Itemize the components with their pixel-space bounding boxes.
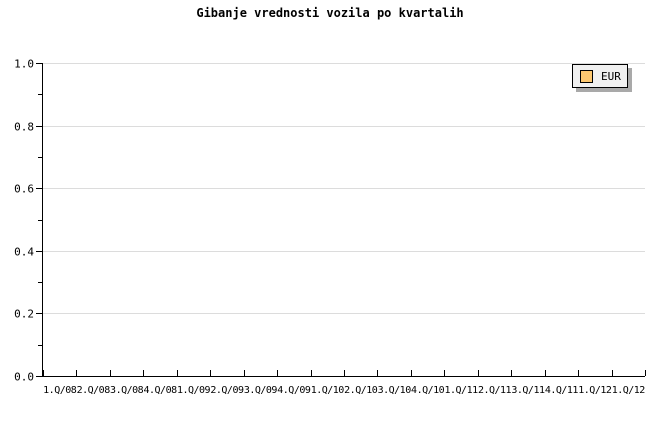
x-category-label: 1.Q/10 [310,385,345,396]
x-category-label: 3.Q/09 [243,385,278,396]
x-category-label: 1.Q/12 [611,385,646,396]
y-minor-tick [38,345,42,346]
y-major-tick [36,63,42,64]
x-tick [143,370,144,376]
x-tick [177,370,178,376]
x-tick [210,370,211,376]
gridline [43,251,645,252]
x-tick [444,370,445,376]
x-tick [277,370,278,376]
y-major-tick [36,313,42,314]
legend-swatch-icon [580,69,593,83]
gridline [43,63,645,64]
x-category-label: 4.Q/10 [411,385,445,396]
y-minor-tick [38,282,42,283]
y-axis: 1.0 0.8 0.6 0.4 0.2 0.0 [0,58,42,382]
y-tick-label: 0.2 [14,307,34,320]
x-category-label: 1.Q/12 [578,385,612,396]
x-category-label: 2.Q/09 [210,385,244,396]
x-tick [311,370,312,376]
x-tick [76,370,77,376]
y-tick-label: 0.0 [14,370,34,383]
y-minor-tick [38,220,42,221]
y-major-tick [36,251,42,252]
y-major-tick [36,376,42,377]
x-tick [511,370,512,376]
x-category-label: 4.Q/08 [143,385,177,396]
x-tick [612,370,613,376]
y-major-tick [36,126,42,127]
x-tick [645,370,646,376]
x-tick [43,370,44,376]
plot-area [42,63,646,377]
x-category-label: 3.Q/10 [377,385,412,396]
x-category-label: 3.Q/11 [511,385,545,396]
x-category-label: 4.Q/11 [544,385,579,396]
y-major-tick [36,188,42,189]
chart-title: Gibanje vrednosti vozila po kvartalih [196,6,464,20]
legend-item-eur[interactable]: EUR [572,64,628,88]
legend-label: EUR [601,69,621,83]
x-tick [478,370,479,376]
y-tick-label: 0.4 [14,245,34,258]
x-category-label: 1.Q/11 [444,385,478,396]
x-tick [344,370,345,376]
x-tick [578,370,579,376]
x-tick [545,370,546,376]
x-tick [411,370,412,376]
x-tick [110,370,111,376]
x-category-label: 2.Q/11 [477,385,512,396]
gridline [43,126,645,127]
x-tick [377,370,378,376]
y-minor-tick [38,94,42,95]
x-category-label: 2.Q/10 [344,385,378,396]
gridline [43,188,645,189]
gridline [43,313,645,314]
x-category-label: 4.Q/09 [277,385,311,396]
y-tick-label: 1.0 [14,57,34,70]
y-minor-tick [38,157,42,158]
y-tick-label: 0.8 [14,120,34,133]
x-category-label: 1.Q/08 [43,385,77,396]
x-axis-labels: 1.Q/08 2.Q/08 3.Q/08 4.Q/08 1.Q/09 2.Q/09 3.Q/… [43,380,646,396]
x-tick [244,370,245,376]
x-category-label: 1.Q/09 [176,385,211,396]
y-tick-label: 0.6 [14,182,34,195]
x-category-label: 2.Q/08 [76,385,111,396]
x-category-label: 3.Q/08 [110,385,144,396]
